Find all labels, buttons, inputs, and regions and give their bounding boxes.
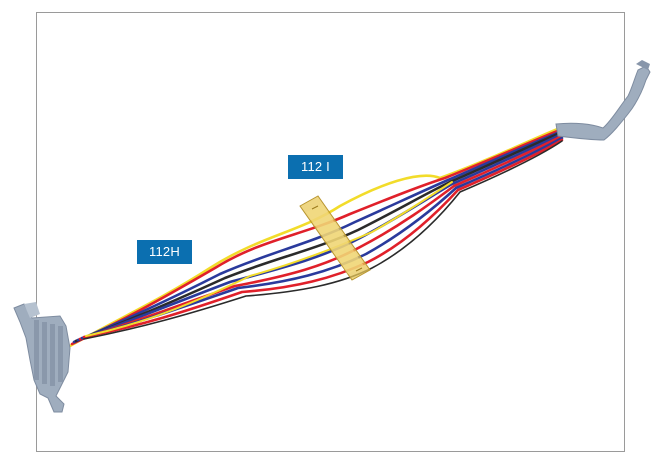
wire-red-upper [70, 128, 562, 346]
harness-clip [299, 195, 371, 281]
wire-harness-illustration [13, 60, 651, 413]
single-pin-connector [555, 60, 651, 141]
wire-black-1 [74, 131, 562, 343]
wire-blue-2 [76, 132, 564, 342]
wire-red-2 [78, 134, 564, 341]
wire-yellow-inner [85, 181, 453, 337]
callout-112h: 112H [137, 240, 192, 264]
wire-blue-1 [72, 130, 562, 344]
callout-112i: 112 I [288, 155, 343, 179]
multi-pin-connector [13, 302, 71, 413]
wire-bundle [68, 126, 564, 348]
